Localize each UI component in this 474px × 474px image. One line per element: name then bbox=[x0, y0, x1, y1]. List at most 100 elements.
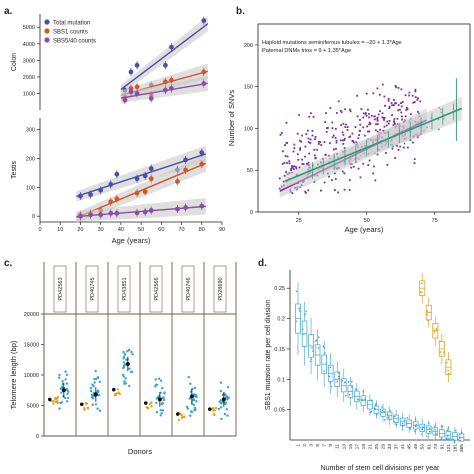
point-dnm bbox=[289, 168, 292, 170]
point-cyan-d bbox=[403, 420, 406, 422]
tick-label-d-x: 1 bbox=[296, 444, 302, 447]
point-haploid bbox=[331, 121, 334, 124]
plot-frame-b bbox=[257, 23, 471, 213]
point-cyan-d bbox=[452, 438, 455, 441]
point-haploid bbox=[359, 176, 362, 179]
point-haploid bbox=[297, 158, 300, 161]
point-cyan bbox=[90, 395, 94, 399]
point-haploid bbox=[291, 165, 293, 167]
point-haploid bbox=[414, 96, 417, 98]
point-sbs5 bbox=[201, 81, 207, 86]
point-haploid bbox=[367, 164, 370, 166]
point-haploid bbox=[416, 98, 419, 101]
point-total bbox=[148, 166, 154, 171]
point-cyan-d bbox=[406, 422, 409, 425]
point-haploid bbox=[305, 133, 308, 136]
point-cyan-d bbox=[369, 411, 372, 414]
tick-label-d-x: 15 bbox=[348, 444, 354, 450]
mean-point-orange bbox=[47, 397, 52, 402]
tick-label-d-x: 19 bbox=[361, 444, 367, 450]
point-haploid bbox=[402, 146, 405, 149]
mean-point bbox=[61, 388, 66, 393]
tick-label-d-y: 0.25 bbox=[274, 286, 285, 292]
point-haploid bbox=[404, 115, 407, 118]
point-cyan-d bbox=[311, 347, 313, 349]
donor-header-box bbox=[53, 265, 67, 313]
point-cyan bbox=[65, 382, 69, 385]
tick-label-d-y: 0.15 bbox=[274, 347, 285, 353]
point-orange-d bbox=[447, 372, 450, 375]
tick-label-d-x: 53 bbox=[420, 444, 426, 450]
point-cyan bbox=[91, 383, 94, 386]
tick-label-d-y: 0.1 bbox=[277, 377, 285, 383]
point-haploid bbox=[384, 104, 386, 107]
point-haploid bbox=[376, 118, 379, 120]
point-haploid bbox=[409, 139, 412, 141]
legend-marker-sbs1 bbox=[44, 28, 50, 34]
point-haploid bbox=[417, 97, 419, 100]
point-haploid bbox=[295, 165, 297, 168]
point-haploid bbox=[313, 148, 316, 151]
tick-label-b-y: 100 bbox=[244, 126, 253, 132]
donor-label-PD42563: PD42563 bbox=[58, 277, 64, 300]
point-sbs5 bbox=[128, 89, 134, 95]
mean-point bbox=[125, 362, 130, 367]
point-orange bbox=[214, 406, 218, 410]
point-haploid bbox=[310, 112, 312, 115]
point-cyan bbox=[223, 412, 227, 416]
point-haploid bbox=[335, 139, 338, 142]
point-haploid bbox=[368, 130, 371, 133]
point-haploid bbox=[299, 148, 301, 151]
tick-label-d-x: 49 bbox=[413, 444, 419, 450]
point-haploid bbox=[378, 93, 381, 96]
tick-label-d-x: 37 bbox=[394, 444, 400, 450]
point-haploid bbox=[376, 119, 379, 122]
tick-label-a-y: 3000 bbox=[23, 58, 35, 64]
point-total bbox=[108, 182, 114, 187]
point-haploid bbox=[397, 148, 400, 151]
point-cyan-d bbox=[409, 428, 411, 430]
point-cyan bbox=[98, 380, 101, 383]
tick-label-a-x: 20 bbox=[77, 227, 83, 233]
point-sbs5 bbox=[162, 87, 168, 93]
point-sbs5 bbox=[88, 212, 93, 218]
tick-label-c-y: 5000 bbox=[27, 404, 39, 410]
tick-label-a-y: 4000 bbox=[23, 42, 35, 48]
point-cyan bbox=[194, 408, 197, 411]
point-cyan bbox=[125, 358, 128, 361]
point-cyan bbox=[159, 379, 163, 382]
point-cyan bbox=[225, 408, 228, 411]
point-haploid bbox=[325, 130, 328, 133]
point-cyan bbox=[58, 376, 61, 379]
point-cyan-d bbox=[395, 423, 397, 425]
point-haploid bbox=[405, 106, 408, 109]
ylabel-b: Number of SNVs bbox=[227, 90, 236, 147]
point-cyan-d bbox=[341, 379, 344, 382]
point-cyan bbox=[96, 376, 100, 379]
mean-point-orange bbox=[175, 412, 180, 416]
point-haploid bbox=[416, 136, 419, 139]
tick-label-a-x: 40 bbox=[118, 227, 124, 233]
tick-label-b-x: 50 bbox=[364, 218, 370, 224]
point-haploid bbox=[344, 108, 346, 111]
point-haploid bbox=[288, 160, 291, 163]
tick-label-b-y: 150 bbox=[244, 85, 253, 91]
point-haploid bbox=[323, 141, 326, 143]
point-haploid bbox=[279, 133, 282, 136]
point-haploid bbox=[282, 180, 285, 183]
point-haploid bbox=[401, 118, 403, 121]
point-haploid bbox=[387, 122, 390, 125]
point-haploid bbox=[331, 127, 334, 130]
point-haploid bbox=[373, 165, 375, 168]
point-haploid bbox=[368, 123, 371, 126]
point-orange-d bbox=[442, 351, 445, 354]
point-haploid bbox=[393, 99, 395, 101]
point-cyan bbox=[91, 403, 94, 406]
point-cyan bbox=[122, 361, 126, 364]
point-cyan-d bbox=[406, 416, 409, 419]
point-cyan-d bbox=[381, 406, 383, 408]
ylabel-d: SBS1 mutation rate per cell division bbox=[265, 300, 272, 411]
point-cyan bbox=[122, 350, 125, 354]
point-cyan-d bbox=[295, 290, 298, 293]
point-haploid bbox=[282, 150, 284, 153]
